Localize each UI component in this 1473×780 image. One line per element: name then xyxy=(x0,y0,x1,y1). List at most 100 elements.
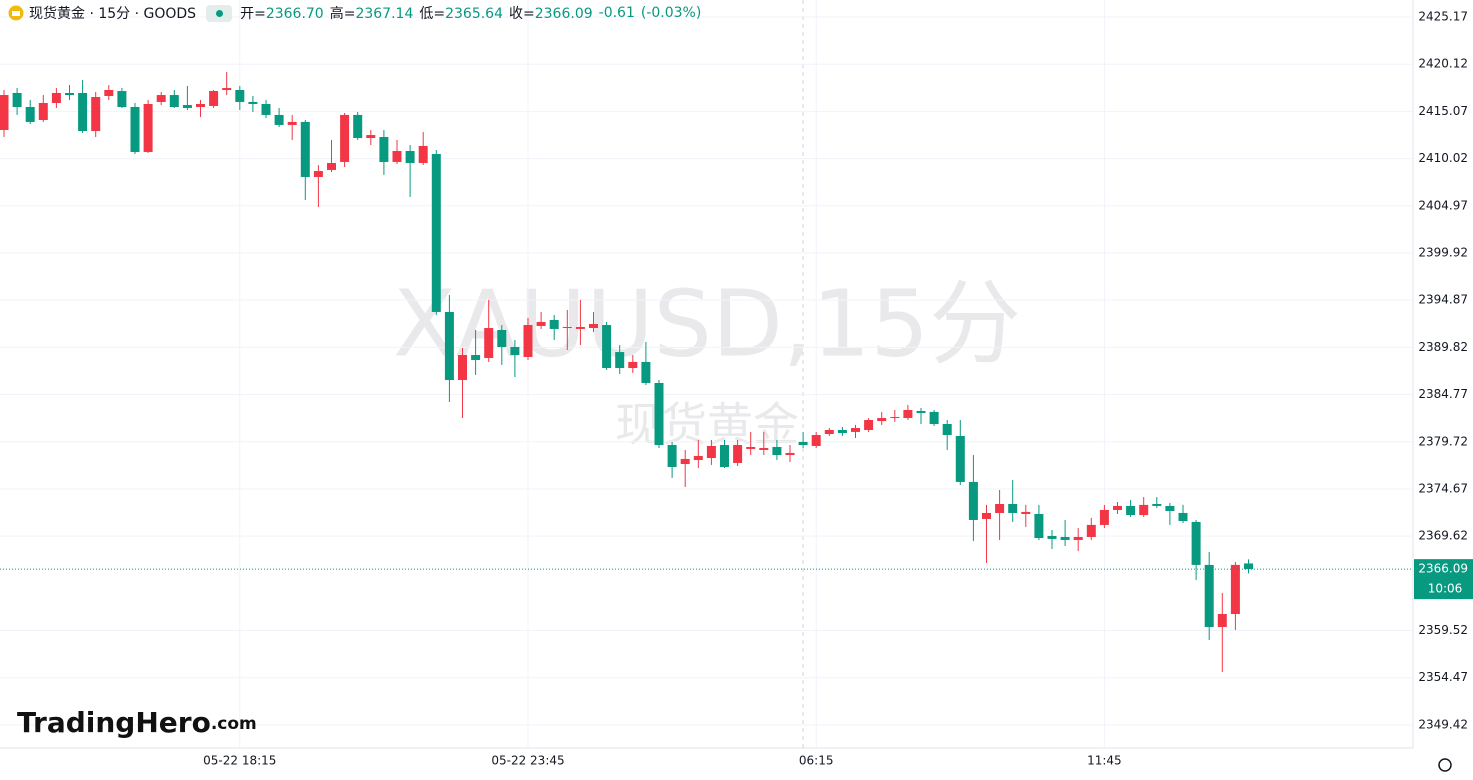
candle-body xyxy=(982,512,991,519)
candle-body xyxy=(1204,564,1214,627)
candle-body xyxy=(169,95,179,108)
candle-body xyxy=(222,88,232,90)
candle-body xyxy=(995,503,1005,513)
candle-body xyxy=(693,455,703,460)
candle-body xyxy=(510,346,520,356)
candle-body xyxy=(196,104,205,108)
candle-body xyxy=(340,114,350,162)
candle-body xyxy=(877,418,887,422)
candle-body xyxy=(78,92,88,132)
candle-body xyxy=(143,104,153,152)
price-tag-bg xyxy=(1414,559,1473,600)
status-pill[interactable] xyxy=(206,4,233,22)
change-pct: (-0.03%) xyxy=(640,5,702,21)
candle-body xyxy=(209,91,219,106)
candle-body xyxy=(1099,509,1109,525)
candle-body xyxy=(536,321,546,326)
candle-body xyxy=(589,324,598,329)
y-tick-label: 2425.17 xyxy=(1418,10,1468,24)
candle-body xyxy=(1165,505,1175,512)
y-tick-label: 2359.52 xyxy=(1418,623,1468,637)
candle-body xyxy=(444,311,454,380)
ohlc-label: 收= xyxy=(509,6,535,22)
candle-body xyxy=(104,89,114,96)
y-tick-label: 2415.07 xyxy=(1418,104,1468,118)
candle-body xyxy=(680,458,690,464)
candle-body xyxy=(824,429,834,434)
candle-body xyxy=(811,435,821,446)
candle-body xyxy=(484,328,494,359)
legend-header: 现货黄金 · 15分 · GOODS 开=2366.70 高=2367.14 低=2… xyxy=(8,3,707,23)
symbol-title: 现货黄金 · 15分 · GOODS xyxy=(29,6,197,22)
candle-body xyxy=(182,105,192,109)
candle-body xyxy=(287,121,297,125)
candle-body xyxy=(837,429,847,433)
candle-body xyxy=(313,171,323,178)
candle-body xyxy=(25,107,35,122)
candle-body xyxy=(300,121,310,178)
candle-body xyxy=(1113,505,1122,510)
y-tick-label: 2399.92 xyxy=(1418,245,1468,259)
settings-icon[interactable] xyxy=(1438,758,1452,772)
candle-body xyxy=(1178,512,1188,522)
candle-body xyxy=(91,97,101,132)
candle-body xyxy=(929,411,939,424)
candle-body xyxy=(235,89,245,102)
candle-body xyxy=(890,416,900,419)
candle-body xyxy=(431,154,441,312)
y-tick-label: 2389.82 xyxy=(1418,340,1468,354)
candle-body xyxy=(471,355,481,360)
candle-body xyxy=(1217,613,1227,627)
candle-body xyxy=(353,114,363,139)
candle-body xyxy=(156,95,166,102)
candle-body xyxy=(1152,503,1162,506)
candle-body xyxy=(1230,564,1240,614)
candle-body xyxy=(549,319,559,329)
candle-body xyxy=(562,326,572,329)
candle-body xyxy=(1191,521,1201,565)
candle-body xyxy=(130,107,140,152)
candles xyxy=(0,71,1253,672)
y-tick-label: 2410.02 xyxy=(1418,151,1468,165)
y-tick-label: 2384.77 xyxy=(1418,387,1468,401)
candle-body xyxy=(1139,504,1149,516)
candle-body xyxy=(497,329,507,347)
candle-body xyxy=(379,137,389,162)
y-tick-label: 2374.67 xyxy=(1418,481,1468,495)
watermark: XAUUSD,15分 xyxy=(393,270,1021,377)
candle-body xyxy=(1047,535,1057,539)
candle-body xyxy=(38,102,48,120)
candle-body xyxy=(12,92,22,108)
x-tick-label: 06:15 xyxy=(799,754,834,768)
candle-body xyxy=(327,162,336,170)
candle-body xyxy=(654,382,664,446)
candle-body xyxy=(746,446,756,449)
candle-body xyxy=(615,352,625,369)
watermark-sub: 现货黄金 xyxy=(615,398,799,452)
candle-body xyxy=(759,448,769,450)
candle-body xyxy=(628,361,638,369)
grid xyxy=(0,0,1413,748)
candle-body xyxy=(65,92,74,96)
candle-body xyxy=(1073,536,1083,540)
ohlc-label: 高= xyxy=(329,6,356,22)
y-tick-label: 2420.12 xyxy=(1418,57,1468,71)
logo-text: TradingHero xyxy=(17,706,211,739)
change: -0.61 xyxy=(598,5,635,21)
candle-body xyxy=(785,452,795,456)
ohlc-value: 2366.09 xyxy=(534,6,593,22)
candle-body xyxy=(458,355,467,380)
candle-body xyxy=(955,435,965,482)
candle-body xyxy=(720,445,729,467)
candle-body xyxy=(117,91,127,108)
price-tag: 2366.09 xyxy=(1418,562,1468,576)
countdown: 10:06 xyxy=(1428,582,1463,596)
candle-body xyxy=(1060,536,1070,540)
x-tick-label: 05-22 23:45 xyxy=(491,754,564,768)
candle-body xyxy=(366,135,376,139)
ohlc-label: 开= xyxy=(240,6,266,22)
candle-body xyxy=(706,445,716,459)
x-tick-label: 05-22 18:15 xyxy=(203,754,276,768)
